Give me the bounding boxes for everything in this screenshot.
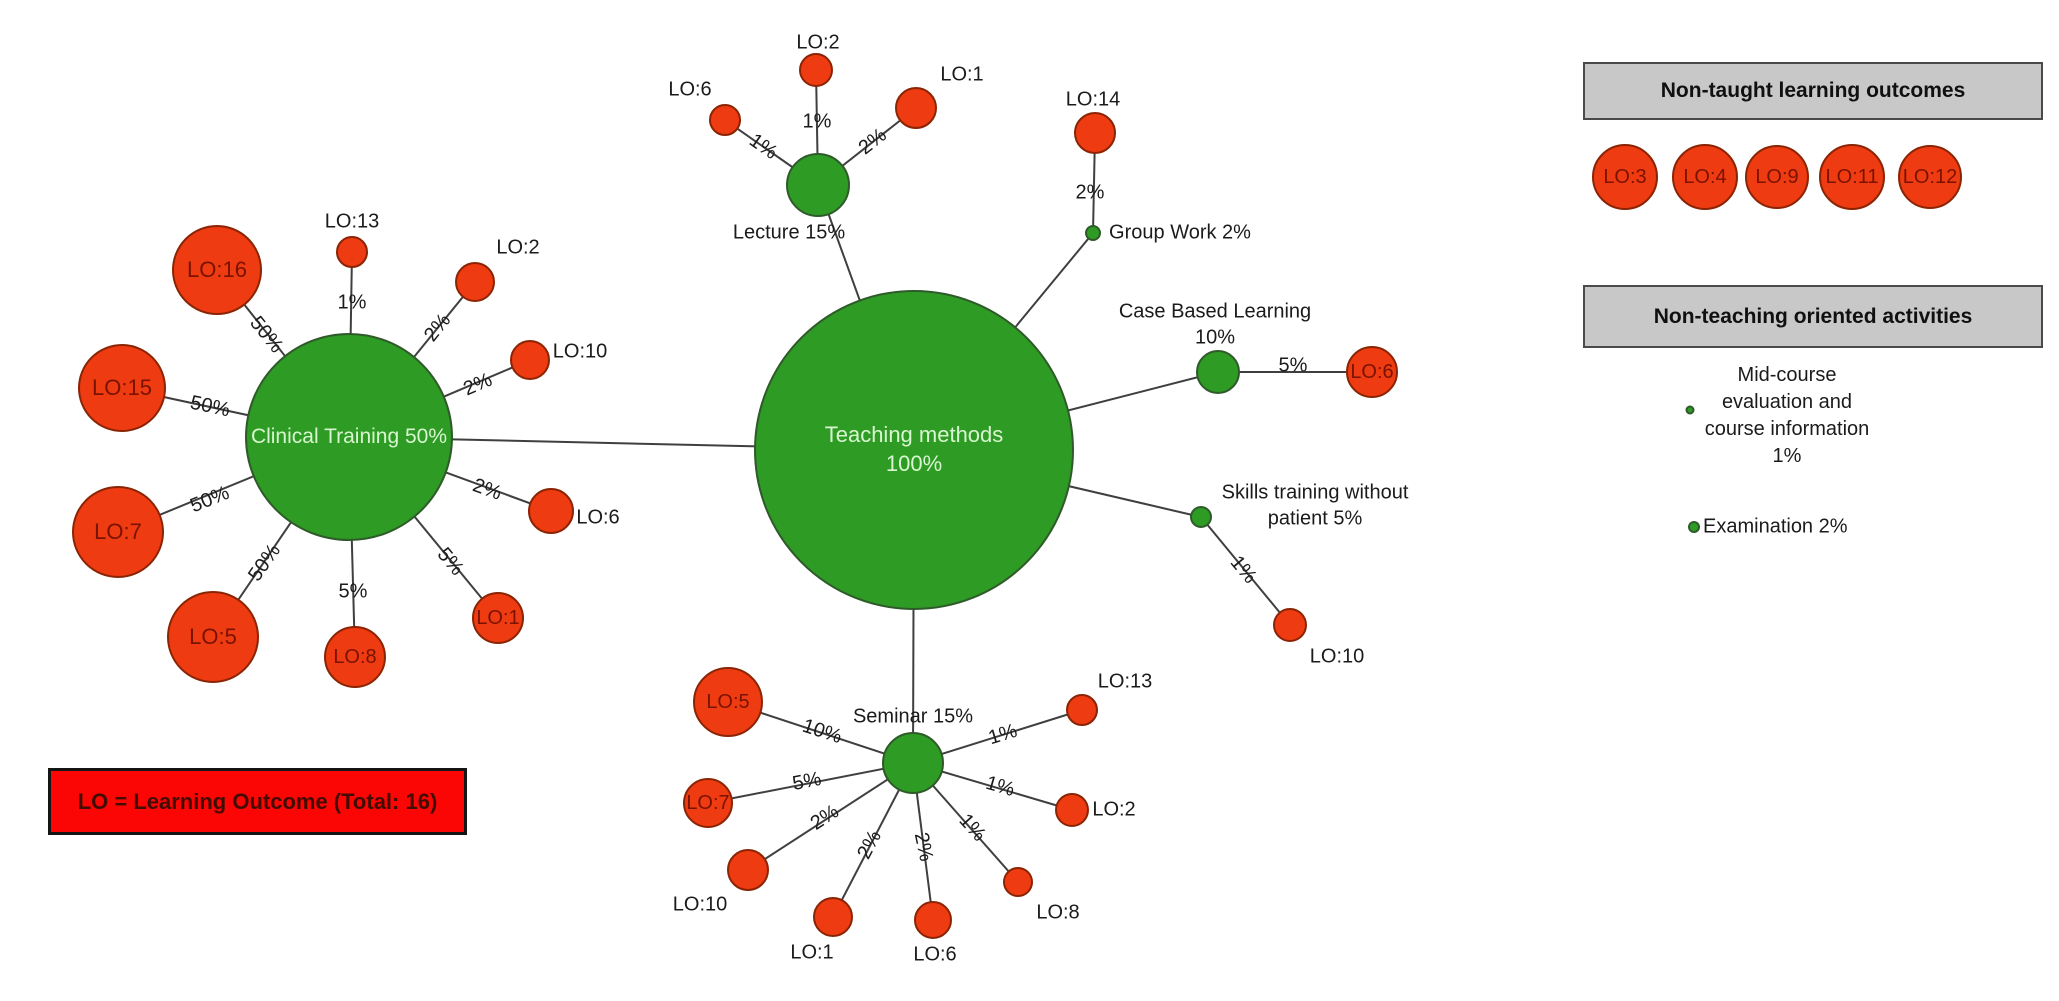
lecture-satellite-lo1-label: LO:1 [940,63,984,86]
lecture-node [786,153,850,217]
clinical-satellite-lo1: LO:1 [472,592,524,644]
seminar-satellite-lo6 [914,901,952,939]
clinical-satellite-lo8: LO:8 [324,626,386,688]
non-taught-lo11: LO:11 [1819,144,1885,210]
clinical-edge-lo8-pct: 5% [338,580,368,603]
examination-label: Examination 2% [1703,515,1848,538]
seminar-satellite-lo13-label: LO:13 [1097,670,1153,693]
non-taught-lo4: LO:4 [1672,144,1738,210]
clinical-training-node: Clinical Training 50% [245,333,453,541]
seminar-satellite-lo8 [1003,867,1033,897]
teaching-methods-label: Teaching methods 100% [824,422,1004,476]
clinical-satellite-lo15: LO:15 [78,344,166,432]
seminar-satellite-lo1 [813,897,853,937]
clinical-satellite-lo16: LO:16 [172,225,262,315]
group-work-edge-lo14-pct: 2% [1075,181,1105,204]
clinical-satellite-lo13 [336,236,368,268]
group-work-node [1085,225,1101,241]
case-based-learning-satellite-lo6: LO:6 [1346,346,1398,398]
clinical-satellite-lo2 [455,262,495,302]
seminar-satellite-lo10-label: LO:10 [672,893,728,916]
non-taught-lo12: LO:12 [1898,145,1962,209]
seminar-label: Seminar 15% [852,705,974,728]
seminar-satellite-lo1-label: LO:1 [790,941,834,964]
case-based-learning-label-line1: Case Based Learning [1118,300,1312,323]
group-work-satellite-lo14 [1074,112,1116,154]
skills-training-label-line2: patient 5% [1267,507,1363,530]
seminar-satellite-lo10 [727,849,769,891]
clinical-satellite-lo10-label: LO:10 [552,340,608,363]
seminar-satellite-lo8-label: LO:8 [1036,901,1080,924]
non-taught-lo9: LO:9 [1745,145,1809,209]
clinical-satellite-lo2-label: LO:2 [496,236,540,259]
seminar-satellite-lo2-label: LO:2 [1092,798,1136,821]
seminar-satellite-lo13 [1066,694,1098,726]
clinical-edge-lo13-pct: 1% [337,291,367,314]
lecture-satellite-lo1 [895,87,937,129]
skills-training-satellite-lo10 [1273,608,1307,642]
skills-training-node [1190,506,1212,528]
case-based-learning-edge-lo6-pct: 5% [1278,354,1308,377]
teaching-methods-node: Teaching methods 100% [754,290,1074,610]
seminar-satellite-lo6-label: LO:6 [913,943,957,966]
group-work-satellite-lo14-label: LO:14 [1065,88,1121,111]
clinical-satellite-lo5: LO:5 [167,591,259,683]
skills-training-label-line1: Skills training without [1221,481,1409,504]
non-taught-header: Non-taught learning outcomes [1583,62,2043,120]
clinical-satellite-lo13-label: LO:13 [324,210,380,233]
midcourse-dot [1685,405,1695,415]
skills-training-satellite-lo10-label: LO:10 [1309,645,1365,668]
non-taught-lo3: LO:3 [1592,144,1658,210]
lecture-label: Lecture 15% [732,221,846,244]
clinical-satellite-lo6-label: LO:6 [576,506,620,529]
case-based-learning-label-line2: 10% [1194,326,1236,349]
seminar-node [882,732,944,794]
legend-box: LO = Learning Outcome (Total: 16) [48,768,467,835]
non-teaching-header: Non-teaching oriented activities [1583,285,2043,348]
group-work-label: Group Work 2% [1109,221,1251,244]
lecture-edge-lo2-pct: 1% [802,110,832,133]
lecture-satellite-lo2-label: LO:2 [796,31,840,54]
lecture-satellite-lo6-label: LO:6 [668,78,712,101]
clinical-satellite-lo10 [510,340,550,380]
case-based-learning-node [1196,350,1240,394]
clinical-training-label: Clinical Training 50% [250,425,448,449]
lecture-satellite-lo6 [709,104,741,136]
lecture-satellite-lo2 [799,53,833,87]
seminar-satellite-lo5: LO:5 [693,667,763,737]
seminar-satellite-lo7: LO:7 [683,778,733,828]
examination-dot [1688,521,1700,533]
clinical-satellite-lo7: LO:7 [72,486,164,578]
midcourse-label: Mid-course evaluation and course informa… [1704,364,1870,467]
seminar-satellite-lo2 [1055,793,1089,827]
clinical-satellite-lo6 [528,488,574,534]
